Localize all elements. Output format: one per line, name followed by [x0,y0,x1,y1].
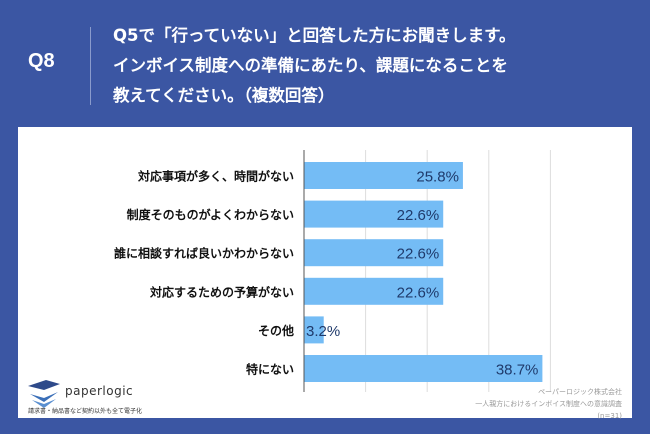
data-label: 22.6% [397,246,440,263]
source-survey: 一人親方におけるインボイス制度への意識調査 [475,400,622,408]
category-label: 対応事項が多く、時間がない [137,169,294,184]
bar [304,162,463,189]
question-id: Q8 [28,50,55,72]
bar [304,316,324,344]
question-line: 教えてください。（複数回答） [113,86,335,105]
bar [304,200,444,228]
source-company: ペーパーロジック株式会社 [538,388,622,396]
brand-tagline: 請求書・納品書など契約以外も全て電子化 [28,408,143,415]
header-divider [90,27,91,105]
brand-name: paperlogic [65,384,134,398]
bar [304,239,444,267]
sample-size: (n=31) [597,412,622,420]
category-label: その他 [258,323,294,338]
category-label: 対応するための予算がない [149,284,294,299]
data-label: 25.8% [416,169,459,186]
category-label: 誰に相談すれば良いかわからない [114,246,294,261]
data-label: 38.7% [496,362,539,379]
data-label: 22.6% [397,284,440,301]
bar [304,355,543,382]
data-label: 22.6% [397,207,440,224]
data-label: 3.2% [306,323,340,340]
paperlogic-logo-icon [28,380,60,408]
category-label: 特にない [246,362,294,377]
question-title: Q5で「行っていない」と回答した方にお聞きします。 インボイス制度への準備にあた… [113,21,516,111]
category-label: 制度そのものがよくわからない [127,207,294,222]
question-line: Q5で「行っていない」と回答した方にお聞きします。 [113,26,516,45]
bar [304,277,444,305]
question-line: インボイス制度への準備にあたり、課題になることを [113,56,508,75]
source-note: ペーパーロジック株式会社 一人親方におけるインボイス制度への意識調査 (n=31… [475,386,622,422]
